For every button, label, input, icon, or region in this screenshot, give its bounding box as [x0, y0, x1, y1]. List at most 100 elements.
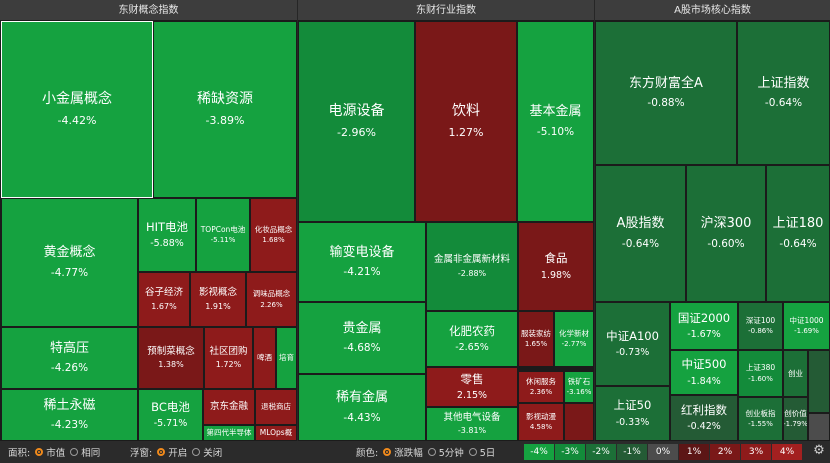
- tile-name: 中证A100: [606, 328, 659, 343]
- treemap-tile[interactable]: 调味品概念 2.26%: [246, 272, 297, 327]
- tile-name: 啤酒: [257, 353, 272, 363]
- tile-name: 创业板指: [745, 408, 776, 418]
- treemap-tile[interactable]: 稀有金属 -4.43%: [298, 374, 426, 441]
- treemap-tile[interactable]: 深证100 -0.86%: [738, 302, 783, 350]
- color-mode-5day-radio[interactable]: [468, 448, 477, 456]
- treemap-tile[interactable]: 其他电气设备 -3.81%: [426, 407, 518, 441]
- float-window-on-label[interactable]: 开启: [168, 448, 188, 459]
- size-mode-marketcap-label[interactable]: 市值: [46, 448, 66, 459]
- tile-change: -2.96%: [337, 126, 376, 140]
- tile-name: 化学新材: [559, 328, 589, 338]
- color-mode-change-label[interactable]: 涨跌幅: [394, 448, 423, 459]
- treemap-tile[interactable]: 影视动漫 4.58%: [518, 403, 564, 441]
- treemap-tile[interactable]: 铁矿石 -3.16%: [564, 371, 594, 403]
- float-window-off-radio[interactable]: [192, 448, 201, 456]
- float-window-off-label[interactable]: 关闭: [203, 448, 223, 459]
- treemap-tile[interactable]: 红利指数 -0.42%: [670, 395, 738, 441]
- treemap-tile[interactable]: 创价值 -1.79%: [783, 397, 808, 441]
- tile-name: 上证180: [772, 216, 824, 232]
- color-mode-5min-radio[interactable]: [427, 448, 436, 456]
- tile-change: 1.65%: [524, 340, 548, 349]
- treemap-tile[interactable]: 小金属概念 -4.42%: [1, 21, 153, 198]
- treemap-tile[interactable]: 中证1000 -1.69%: [783, 302, 830, 350]
- tile-change: -0.60%: [707, 237, 745, 250]
- treemap-tile[interactable]: 食品 1.98%: [518, 222, 594, 311]
- tile-name: 上证380: [745, 363, 776, 373]
- treemap-tile[interactable]: [808, 413, 830, 441]
- tile-name: 社区团购: [209, 345, 248, 357]
- treemap-tile[interactable]: 贵金属 -4.68%: [298, 302, 426, 374]
- size-mode-equal-radio[interactable]: [70, 448, 79, 456]
- treemap-tile[interactable]: A股指数 -0.64%: [595, 165, 686, 302]
- treemap-tile[interactable]: 影视概念 1.91%: [190, 272, 246, 327]
- size-mode-equal-label[interactable]: 相同: [81, 448, 101, 459]
- treemap-tile[interactable]: 特高压 -4.26%: [1, 327, 138, 389]
- treemap-tile[interactable]: 零售 2.15%: [426, 367, 518, 407]
- treemap-tile[interactable]: 化学新材 -2.77%: [554, 311, 594, 367]
- treemap-tile[interactable]: TOPCon电池 -5.11%: [196, 198, 250, 272]
- treemap-tile[interactable]: 上证380 -1.60%: [738, 350, 783, 397]
- tile-name: 稀土永磁: [43, 397, 96, 413]
- treemap-tile[interactable]: 化妆品概念 1.68%: [250, 198, 297, 272]
- treemap-tile[interactable]: 国证2000 -1.67%: [670, 302, 738, 350]
- treemap-tile[interactable]: 金属非金属新材料 -2.88%: [426, 222, 518, 311]
- treemap-tile[interactable]: [564, 403, 594, 441]
- treemap-tile[interactable]: 稀缺资源 -3.89%: [153, 21, 297, 198]
- tile-change: -2.77%: [561, 340, 587, 349]
- treemap-tile[interactable]: 东方财富全A -0.88%: [595, 21, 737, 165]
- treemap-tile[interactable]: 服装家纺 1.65%: [518, 311, 554, 367]
- color-mode-5day-label[interactable]: 5日: [479, 448, 496, 459]
- color-mode-change-radio[interactable]: [383, 448, 392, 456]
- tile-change: -4.26%: [50, 362, 89, 375]
- treemap-tile[interactable]: 预制菜概念 1.38%: [138, 327, 204, 389]
- tile-change: -1.55%: [748, 420, 773, 429]
- float-window-on-radio[interactable]: [157, 448, 166, 456]
- tile-change: -5.11%: [210, 236, 236, 245]
- treemap-tile[interactable]: 创业板指 -1.55%: [738, 397, 783, 441]
- treemap-tile[interactable]: 第四代半导体: [203, 425, 255, 441]
- treemap-tile[interactable]: 输变电设备 -4.21%: [298, 222, 426, 302]
- float-window-group: 浮窗: 开启 关闭: [130, 441, 222, 463]
- footer-toolbar: 面积: 市值 相同 浮窗: 开启 关闭 颜色: 涨跌幅 5分钟 5日 -4% -…: [0, 441, 830, 463]
- treemap-tile[interactable]: 沪深300 -0.60%: [686, 165, 766, 302]
- legend-cell: -2%: [586, 444, 616, 460]
- panel-industry: 东财行业指数 电源设备 -2.96% 饮料 1.27% 基本金属 -5.10% …: [298, 0, 594, 441]
- treemap-tile[interactable]: 电源设备 -2.96%: [298, 21, 415, 222]
- treemap-tile[interactable]: 稀土永磁 -4.23%: [1, 389, 138, 441]
- treemap-tile[interactable]: 化肥农药 -2.65%: [426, 311, 518, 367]
- treemap-tile[interactable]: 啤酒: [253, 327, 276, 389]
- treemap-tile[interactable]: 京东金融: [203, 389, 255, 425]
- size-mode-group: 面积: 市值 相同: [8, 441, 100, 463]
- treemap-tile[interactable]: 黄金概念 -4.77%: [1, 198, 138, 327]
- treemap-tile[interactable]: 中证500 -1.84%: [670, 350, 738, 395]
- tile-name: 中证1000: [789, 315, 824, 325]
- treemap-tile[interactable]: 基本金属 -5.10%: [517, 21, 594, 222]
- size-mode-marketcap-radio[interactable]: [35, 448, 44, 456]
- tile-name: TOPCon电池: [200, 224, 246, 234]
- tile-change: -1.84%: [687, 375, 721, 387]
- tile-name: 红利指数: [681, 402, 727, 417]
- treemap-tile[interactable]: 社区团购 1.72%: [204, 327, 253, 389]
- treemap-industry: 电源设备 -2.96% 饮料 1.27% 基本金属 -5.10% 输变电设备 -…: [298, 21, 594, 441]
- treemap-tile[interactable]: 饮料 1.27%: [415, 21, 517, 222]
- treemap-tile[interactable]: 退税商店: [255, 389, 297, 425]
- settings-gear-icon[interactable]: ⚙: [813, 443, 825, 458]
- treemap-tile[interactable]: 谷子经济 1.67%: [138, 272, 190, 327]
- treemap-tile[interactable]: [808, 350, 830, 413]
- treemap-tile[interactable]: 培育: [276, 327, 297, 389]
- tile-change: -0.33%: [615, 416, 650, 428]
- tile-name: 创价值: [784, 408, 807, 418]
- treemap-tile[interactable]: 上证180 -0.64%: [766, 165, 830, 302]
- treemap-tile[interactable]: 上证指数 -0.64%: [737, 21, 830, 165]
- treemap-tile[interactable]: BC电池 -5.71%: [138, 389, 203, 441]
- tile-name: 影视动漫: [526, 411, 556, 421]
- color-mode-5min-label[interactable]: 5分钟: [438, 448, 464, 459]
- legend-cell: -1%: [617, 444, 647, 460]
- treemap-tile[interactable]: 创业: [783, 350, 808, 397]
- treemap-tile[interactable]: HIT电池 -5.88%: [138, 198, 196, 272]
- treemap-tile[interactable]: 中证A100 -0.73%: [595, 302, 670, 386]
- treemap-tile[interactable]: MLOps概: [255, 425, 297, 441]
- treemap-tile[interactable]: 上证50 -0.33%: [595, 386, 670, 441]
- treemap-tile[interactable]: 休闲服务 2.36%: [518, 371, 564, 403]
- panel-core-index: A股市场核心指数 东方财富全A -0.88% 上证指数 -0.64% A股指数 …: [595, 0, 830, 441]
